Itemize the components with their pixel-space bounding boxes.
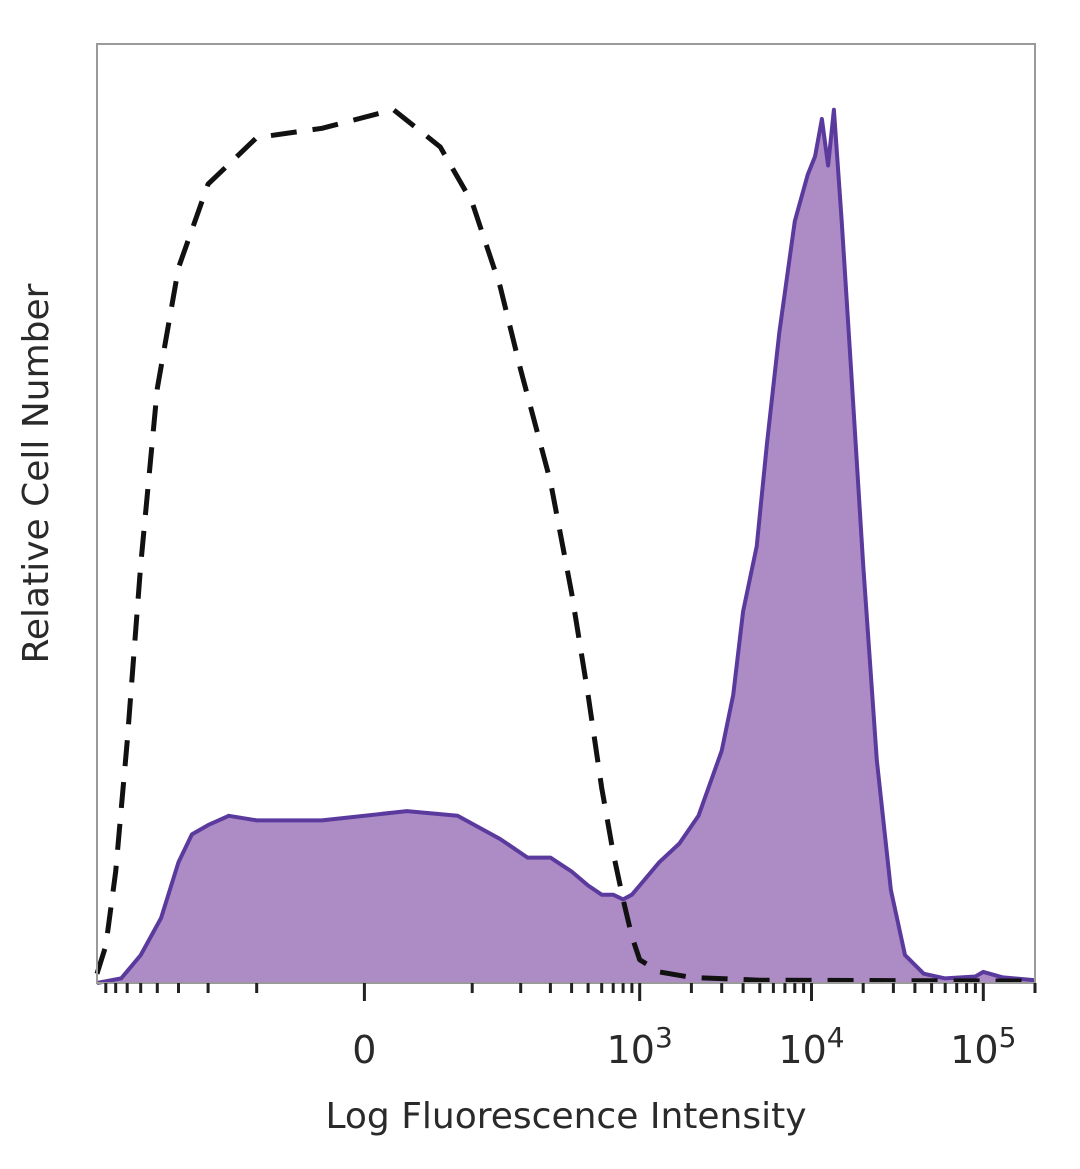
x-tick-label: 0 — [352, 1028, 376, 1072]
y-axis-label: Relative Cell Number — [16, 283, 57, 663]
x-tick-label: 103 — [607, 1021, 673, 1072]
plot-area — [94, 107, 1036, 985]
x-axis-label: Log Fluorescence Intensity — [325, 1096, 806, 1137]
stained-histogram-fill — [97, 109, 1035, 983]
x-axis-ticks — [104, 983, 1037, 1001]
x-axis-tick-labels: 0 103 104 105 — [352, 1021, 1016, 1072]
x-tick-label: 104 — [778, 1021, 844, 1072]
plot-frame — [96, 43, 1036, 984]
stained-histogram-line — [96, 107, 1036, 985]
control-histogram-line — [94, 107, 1036, 984]
x-tick-label: 105 — [950, 1021, 1016, 1072]
